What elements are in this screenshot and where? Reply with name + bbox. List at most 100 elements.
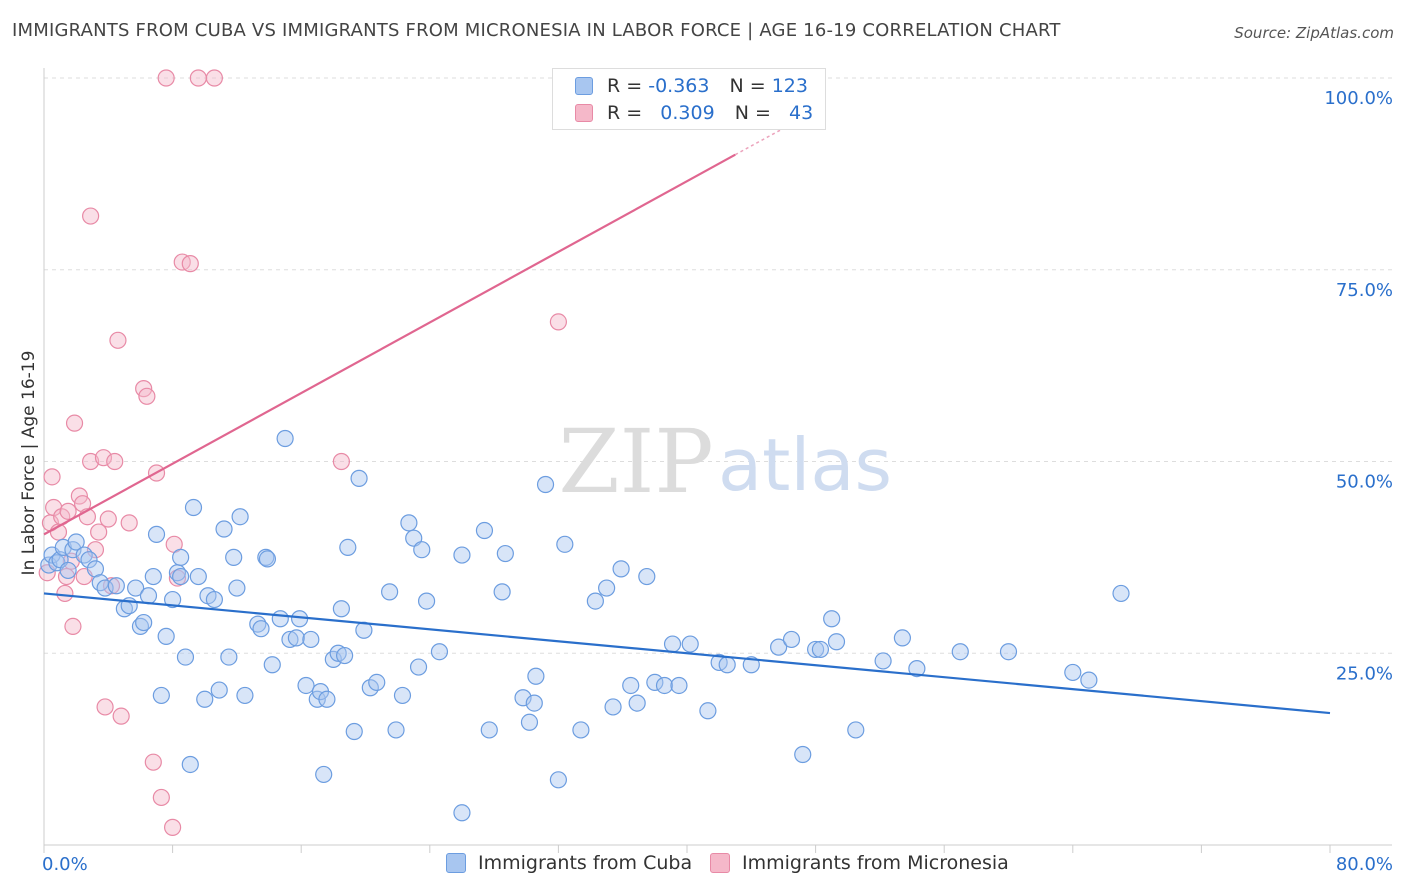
micronesia-point — [82, 207, 100, 225]
cuba-point — [770, 638, 788, 656]
cuba-point — [794, 745, 812, 764]
cuba-point — [655, 676, 674, 695]
y-tick-label: 50.0% — [1336, 472, 1393, 493]
cuba-point — [586, 592, 604, 610]
micronesia-point — [56, 584, 74, 603]
series-swatch-micronesia — [710, 853, 730, 873]
micronesia-point — [90, 523, 108, 541]
legend-r-label: R = — [607, 102, 643, 124]
legend-swatch-cuba — [575, 77, 593, 95]
cuba-point — [189, 567, 207, 586]
cuba-point — [249, 615, 267, 633]
cuba-point — [612, 560, 630, 578]
micronesia-point — [65, 414, 84, 432]
micronesia-point — [86, 541, 105, 559]
cuba-point — [536, 475, 555, 494]
cuba-point — [127, 579, 145, 597]
micronesia-point — [94, 449, 113, 467]
cuba-point — [225, 548, 243, 566]
legend-r-label: R = — [607, 75, 643, 97]
cuba-point — [493, 583, 511, 601]
cuba-point — [951, 643, 969, 661]
cuba-point — [164, 590, 182, 609]
series-swatch-cuba — [446, 853, 466, 873]
cuba-point — [598, 579, 616, 597]
cuba-point — [480, 721, 498, 739]
cuba-point — [628, 694, 646, 712]
series-legend-cuba[interactable]: Immigrants from Cuba — [446, 852, 692, 874]
cuba-point — [409, 658, 428, 676]
legend-n-value-cuba: 123 — [771, 75, 808, 97]
cuba-point — [135, 613, 153, 632]
cuba-point — [152, 686, 170, 705]
cuba-point — [847, 721, 865, 739]
cuba-point — [318, 690, 336, 708]
micronesia-trend-line — [43, 153, 736, 536]
cuba-point — [59, 561, 77, 580]
trend-lines — [43, 123, 1331, 715]
cuba-point — [556, 535, 574, 553]
micronesia-point — [106, 452, 124, 471]
cuba-point — [699, 702, 717, 720]
cuba-point — [210, 681, 228, 699]
micronesia-point — [549, 313, 568, 331]
cuba-point — [297, 676, 315, 695]
cuba-point — [782, 630, 801, 649]
cuba-point — [417, 592, 436, 610]
cuba-point — [144, 567, 162, 586]
micronesia-point — [73, 495, 92, 513]
source-label: Source: ZipAtlas.com — [1234, 24, 1394, 42]
cuba-point — [196, 690, 214, 708]
legend-row-micronesia: R = 0.309 N = 43 — [575, 102, 813, 124]
cuba-point — [525, 694, 543, 712]
y-tick-label: 25.0% — [1336, 663, 1393, 684]
cuba-point — [549, 771, 568, 789]
cuba-point — [181, 755, 199, 774]
cuba-point — [806, 640, 825, 659]
cuba-point — [345, 722, 363, 741]
y-tick-label: 100.0% — [1324, 88, 1393, 109]
y-tick-labels: 25.0% 50.0% 75.0% 100.0% — [1324, 88, 1393, 684]
cuba-point — [742, 656, 760, 674]
cuba-point — [302, 630, 320, 649]
micronesia-point — [120, 514, 138, 532]
series-label-micronesia: Immigrants from Micronesia — [742, 852, 1009, 874]
cuba-point — [823, 610, 841, 628]
micronesia-point — [144, 753, 162, 771]
cuba-point — [638, 567, 656, 586]
cuba-point — [514, 689, 532, 707]
series-legend-micronesia[interactable]: Immigrants from Micronesia — [710, 852, 1009, 874]
micronesia-point — [59, 502, 77, 520]
cuba-point — [263, 656, 281, 674]
micronesia-point — [164, 818, 182, 836]
micronesia-point — [82, 452, 100, 471]
cuba-point — [147, 525, 166, 543]
cuba-point — [139, 587, 158, 605]
cuba-trend-line — [43, 592, 1331, 715]
series-label-cuba: Immigrants from Cuba — [478, 852, 693, 874]
cuba-point — [107, 577, 125, 595]
cuba-point — [176, 648, 195, 666]
axes — [43, 68, 1392, 853]
watermark-atlas: atlas — [718, 423, 892, 507]
cuba-point — [276, 429, 294, 448]
cuba-point — [475, 521, 494, 540]
micronesia-point — [181, 255, 199, 273]
cuba-point — [604, 698, 622, 716]
cuba-point — [215, 520, 233, 538]
cuba-point — [287, 629, 305, 647]
micronesia-point — [112, 707, 130, 725]
cuba-point — [646, 673, 664, 691]
cuba-point — [430, 643, 449, 661]
cuba-point — [157, 627, 175, 645]
micronesia-point — [109, 331, 127, 349]
cuba-point — [258, 550, 277, 568]
cuba-point — [80, 551, 98, 569]
cuba-point — [811, 640, 830, 659]
cuba-point — [332, 600, 350, 618]
series-legend: Immigrants from Cuba Immigrants from Mic… — [0, 852, 1406, 878]
legend-row-cuba: R = -0.363 N = 123 — [575, 75, 808, 97]
cuba-point — [381, 583, 399, 601]
micronesia-point — [189, 69, 207, 87]
